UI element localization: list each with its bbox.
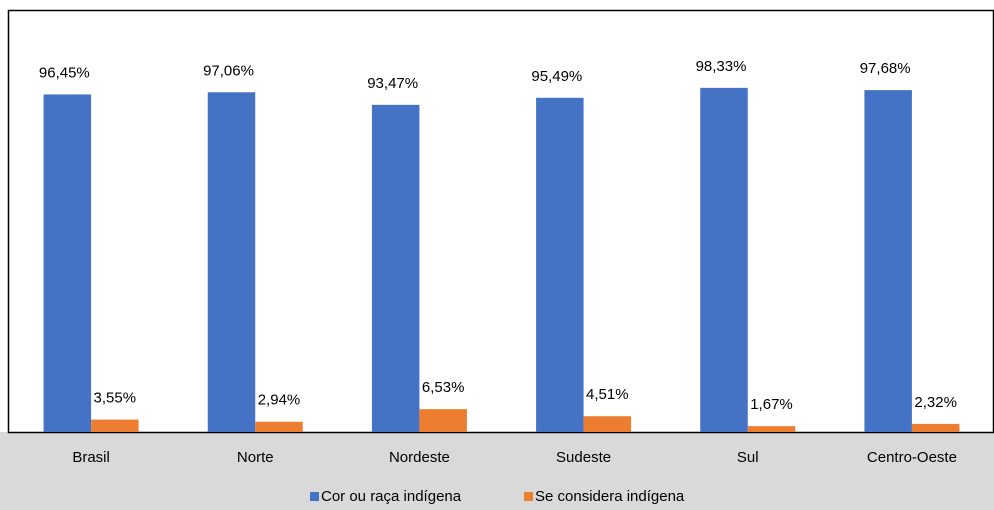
x-tick-label: Sudeste (556, 449, 611, 466)
data-label: 2,94% (258, 392, 301, 409)
x-tick-label: Centro-Oeste (867, 449, 957, 466)
bar (583, 416, 632, 432)
data-label: 96,45% (39, 64, 90, 81)
background-band (0, 432, 994, 510)
data-label: 4,51% (586, 386, 629, 403)
bar (700, 87, 748, 432)
legend-swatch (310, 492, 319, 501)
data-label: 1,67% (750, 396, 793, 413)
data-label: 95,49% (531, 68, 582, 85)
data-label: 6,53% (422, 379, 465, 396)
bar (864, 90, 912, 433)
bar (911, 423, 960, 432)
data-label: 97,06% (203, 62, 254, 79)
x-tick-label: Norte (237, 449, 274, 466)
legend-label: Se considera indígena (535, 488, 685, 505)
bar (207, 92, 256, 432)
x-tick-label: Nordeste (389, 449, 450, 466)
bar (371, 104, 420, 432)
bar (43, 94, 92, 433)
bar (255, 421, 303, 432)
plot-area (7, 9, 994, 434)
x-tick-label: Sul (737, 449, 759, 466)
bar (536, 97, 584, 432)
data-label: 98,33% (696, 58, 747, 75)
bar (419, 409, 467, 432)
bar (91, 419, 139, 432)
x-tick-label: Brasil (72, 449, 110, 466)
legend-label: Cor ou raça indígena (321, 488, 462, 505)
data-label: 3,55% (94, 390, 137, 407)
data-label: 93,47% (367, 75, 418, 92)
bar (747, 426, 796, 432)
data-label: 97,68% (860, 60, 911, 77)
legend-swatch (524, 492, 533, 501)
data-label: 2,32% (914, 394, 957, 411)
